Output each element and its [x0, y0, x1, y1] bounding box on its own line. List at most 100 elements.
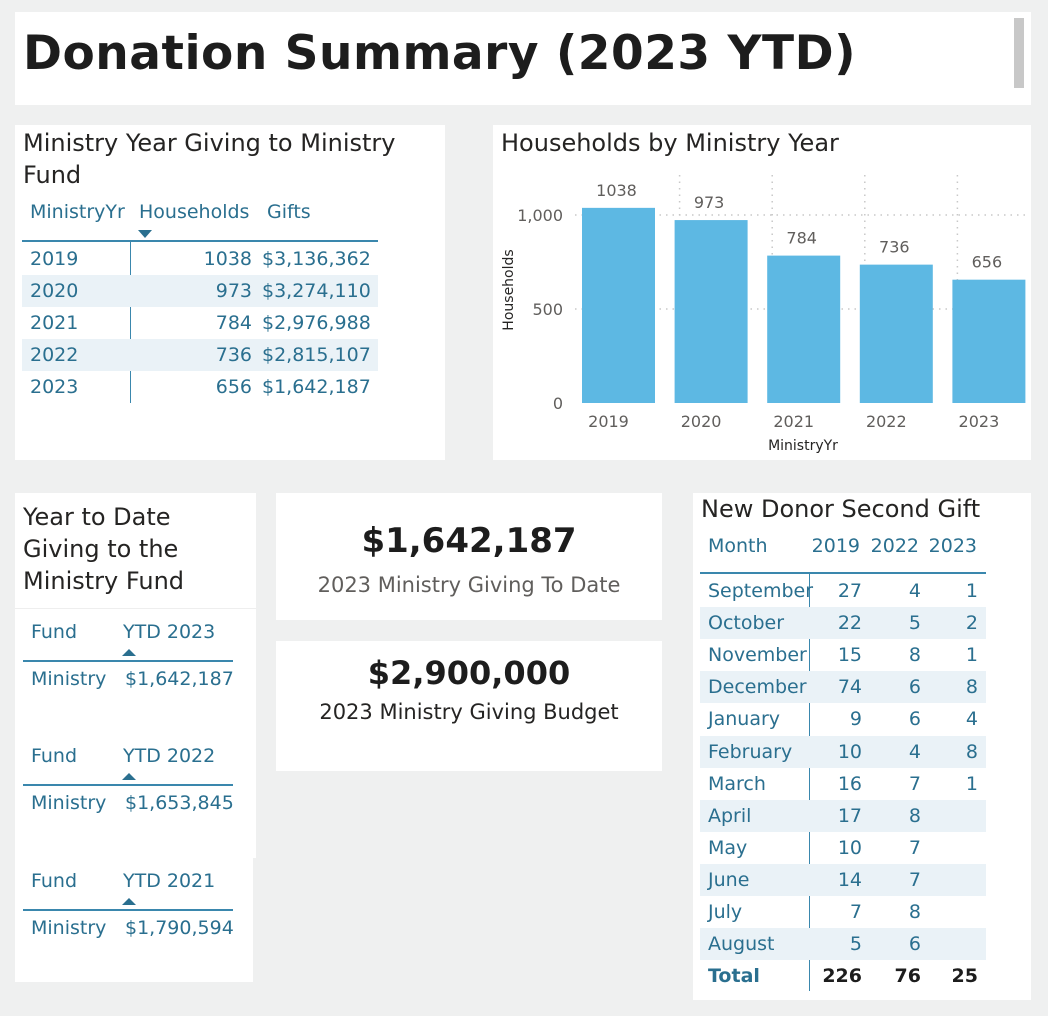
table-row[interactable]: April 17 8	[700, 799, 986, 832]
table-row[interactable]: March 16 7 1	[700, 768, 986, 800]
cell-households: 973	[215, 280, 252, 302]
cell-gifts: $2,976,988	[262, 312, 371, 334]
giving-to-date-value: $1,642,187	[361, 521, 577, 561]
table-row[interactable]: 2019 1038 $3,136,362	[22, 243, 378, 275]
data-label: 973	[694, 193, 725, 212]
cell-2022: 4	[908, 740, 921, 763]
cell-2019: 27	[837, 580, 862, 602]
table-row[interactable]: January 9 6 4	[700, 703, 986, 735]
households-bar-chart: 0 500 1,000 1038 2019 973 2020 784 2021 736 2022 65…	[501, 175, 1028, 454]
bar[interactable]	[952, 279, 1026, 403]
bar[interactable]	[674, 220, 748, 403]
col-header-fund[interactable]: Fund	[31, 621, 78, 643]
y-axis-title: Households	[501, 249, 517, 330]
cell-month: August	[708, 933, 775, 956]
table-row[interactable]: February 10 4 8	[700, 735, 986, 768]
ytd-table-2022: Fund YTD 2022 Ministry $1,653,845	[23, 745, 253, 825]
data-label: 1038	[596, 181, 637, 200]
cell-month: July	[708, 901, 743, 923]
col-header-ministryyr[interactable]: MinistryYr	[30, 201, 125, 223]
cell-2022: 7	[908, 868, 921, 891]
ytd-table-2023: Fund YTD 2023 Ministry $1,642,187	[23, 621, 253, 701]
col-header-ytd-2022[interactable]: YTD 2022	[123, 745, 216, 767]
table-row[interactable]: June 14 7	[700, 863, 986, 896]
cell-2019: 5	[849, 933, 862, 956]
cell-2019: 9	[849, 708, 862, 731]
ytd-title-line3: Ministry Fund	[23, 567, 185, 595]
x-tick-label: 2022	[866, 412, 907, 431]
cell-year: 2021	[30, 312, 79, 334]
households-chart-card: Households by Ministry Year 0 500 1,000 103…	[493, 125, 1031, 460]
table-row[interactable]: 2022 736 $2,815,107	[22, 339, 378, 371]
cell-2022: 8	[908, 644, 921, 667]
table-row[interactable]: August 5 6	[700, 928, 986, 961]
cell-2022: 8	[908, 804, 921, 827]
data-label: 736	[879, 238, 910, 257]
ministry-year-table: MinistryYr Households Gifts 2019 1038 $3…	[22, 201, 378, 411]
cell-gifts: $3,136,362	[262, 248, 371, 270]
col-header-ytd-2023[interactable]: YTD 2023	[123, 621, 216, 643]
col-header-fund[interactable]: Fund	[31, 745, 78, 767]
total-2019: 226	[822, 965, 862, 988]
col-header-households[interactable]: Households	[139, 201, 250, 223]
cell-month: March	[708, 772, 766, 795]
col-header-ytd-2021[interactable]: YTD 2021	[123, 870, 216, 892]
ytd-title-line1: Year to Date	[23, 503, 171, 531]
ministry-table-title-line2: Fund	[23, 161, 82, 189]
table-row[interactable]: November 15 8 1	[700, 639, 986, 671]
col-header-gifts[interactable]: Gifts	[267, 201, 311, 223]
cell-gifts: $2,815,107	[262, 344, 371, 366]
table-row[interactable]: September 27 4 1	[700, 575, 986, 607]
cell-fund: Ministry	[31, 668, 107, 690]
cell-2019: 7	[849, 901, 862, 923]
table-row[interactable]: 2023 656 $1,642,187	[22, 371, 378, 403]
header-divider	[22, 240, 378, 242]
cell-month: October	[708, 612, 785, 635]
table-row[interactable]: 2021 784 $2,976,988	[22, 307, 378, 339]
cell-gifts: $3,274,110	[262, 280, 371, 302]
col-header-2022[interactable]: 2022	[870, 535, 919, 557]
table-row[interactable]: 2020 973 $3,274,110	[22, 275, 378, 307]
ministry-table-title-line1: Ministry Year Giving to Ministry	[23, 129, 396, 157]
cell-2023: 1	[965, 772, 978, 795]
title-card: Donation Summary (2023 YTD)	[15, 12, 1031, 105]
ytd-giving-card-2021: Fund YTD 2021 Ministry $1,790,594	[15, 858, 253, 982]
header-divider	[23, 784, 233, 786]
bar[interactable]	[582, 207, 655, 403]
divider	[15, 608, 256, 609]
x-tick-label: 2020	[681, 412, 722, 431]
col-header-2019[interactable]: 2019	[811, 535, 860, 557]
giving-budget-card: $2,900,000 2023 Ministry Giving Budget	[276, 641, 662, 771]
x-tick-label: 2019	[588, 412, 629, 431]
col-header-month[interactable]: Month	[708, 535, 768, 557]
cell-2022: 6	[908, 676, 921, 699]
ytd-title-line2: Giving to the	[23, 535, 179, 563]
cell-year: 2023	[30, 376, 79, 398]
sort-ascending-icon	[122, 898, 136, 905]
cell-2019: 22	[837, 612, 862, 635]
cell-fund: Ministry	[31, 792, 107, 814]
table-row[interactable]: December 74 6 8	[700, 671, 986, 704]
cell-2023: 2	[965, 612, 978, 635]
giving-to-date-card: $1,642,187 2023 Ministry Giving To Date	[276, 493, 662, 620]
col-header-fund[interactable]: Fund	[31, 870, 78, 892]
x-tick-label: 2021	[773, 412, 814, 431]
table-row[interactable]: July 7 8	[700, 896, 986, 928]
ytd-giving-card: Year to Date Giving to the Ministry Fund…	[15, 493, 256, 858]
cell-gifts: $1,642,187	[262, 376, 371, 398]
cell-2022: 6	[908, 933, 921, 956]
header-divider	[700, 572, 986, 574]
cell-fund: Ministry	[31, 917, 107, 939]
total-row: Total 226 76 25	[700, 960, 986, 992]
table-row[interactable]: October 22 5 2	[700, 607, 986, 640]
table-row[interactable]: May 10 7	[700, 832, 986, 864]
bar[interactable]	[859, 264, 933, 403]
ministry-table-title: Ministry Year Giving to Ministry Fund	[23, 127, 395, 191]
data-label: 656	[972, 253, 1003, 272]
scrollbar[interactable]	[1014, 18, 1024, 88]
new-donor-table: Month 2019 2022 2023 September 27 4 1 Octobe…	[700, 535, 990, 995]
cell-households: 736	[215, 344, 252, 366]
cell-2019: 74	[837, 676, 862, 699]
bar[interactable]	[767, 255, 841, 403]
col-header-2023[interactable]: 2023	[928, 535, 977, 557]
